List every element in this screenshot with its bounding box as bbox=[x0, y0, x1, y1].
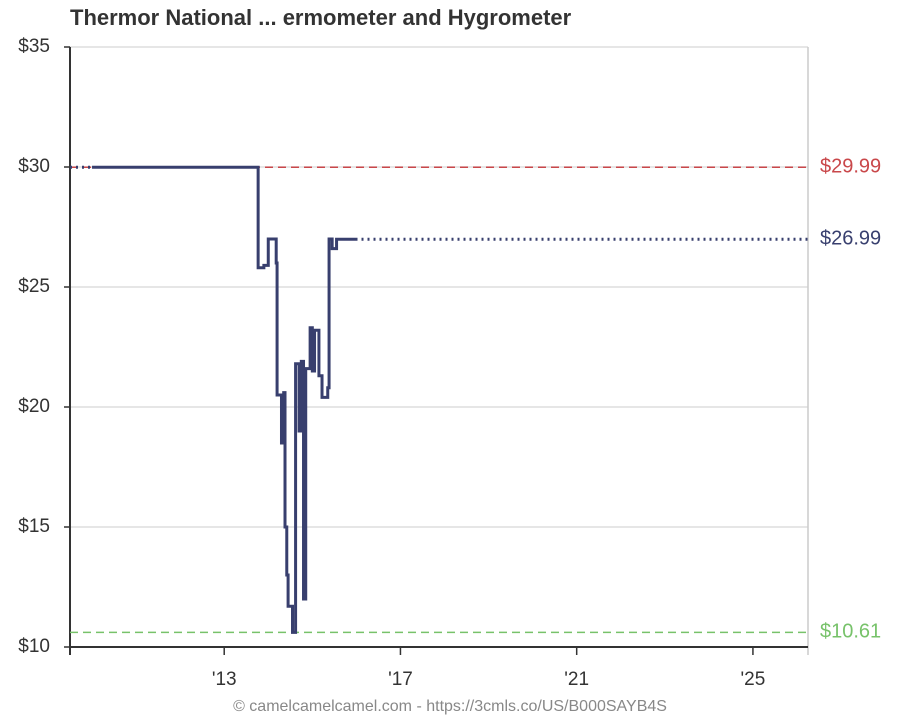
reference-label: $10.61 bbox=[820, 621, 881, 643]
y-tick-label: $10 bbox=[18, 636, 50, 657]
y-tick-label: $30 bbox=[18, 156, 50, 177]
price-line bbox=[92, 165, 356, 634]
reference-label: $26.99 bbox=[820, 228, 881, 250]
footer: © camelcamelcamel.com - https://3cmls.co… bbox=[233, 698, 667, 715]
x-tick-label: '21 bbox=[564, 669, 589, 690]
y-tick-label: $35 bbox=[18, 36, 50, 57]
x-tick-label: '13 bbox=[212, 669, 237, 690]
y-tick-label: $15 bbox=[18, 516, 50, 537]
chart-title: Thermor National ... ermometer and Hygro… bbox=[70, 5, 572, 30]
y-tick-label: $25 bbox=[18, 276, 50, 297]
reference-label: $29.99 bbox=[820, 156, 881, 178]
y-tick-label: $20 bbox=[18, 396, 50, 417]
x-tick-label: '25 bbox=[741, 669, 766, 690]
x-tick-label: '17 bbox=[388, 669, 413, 690]
